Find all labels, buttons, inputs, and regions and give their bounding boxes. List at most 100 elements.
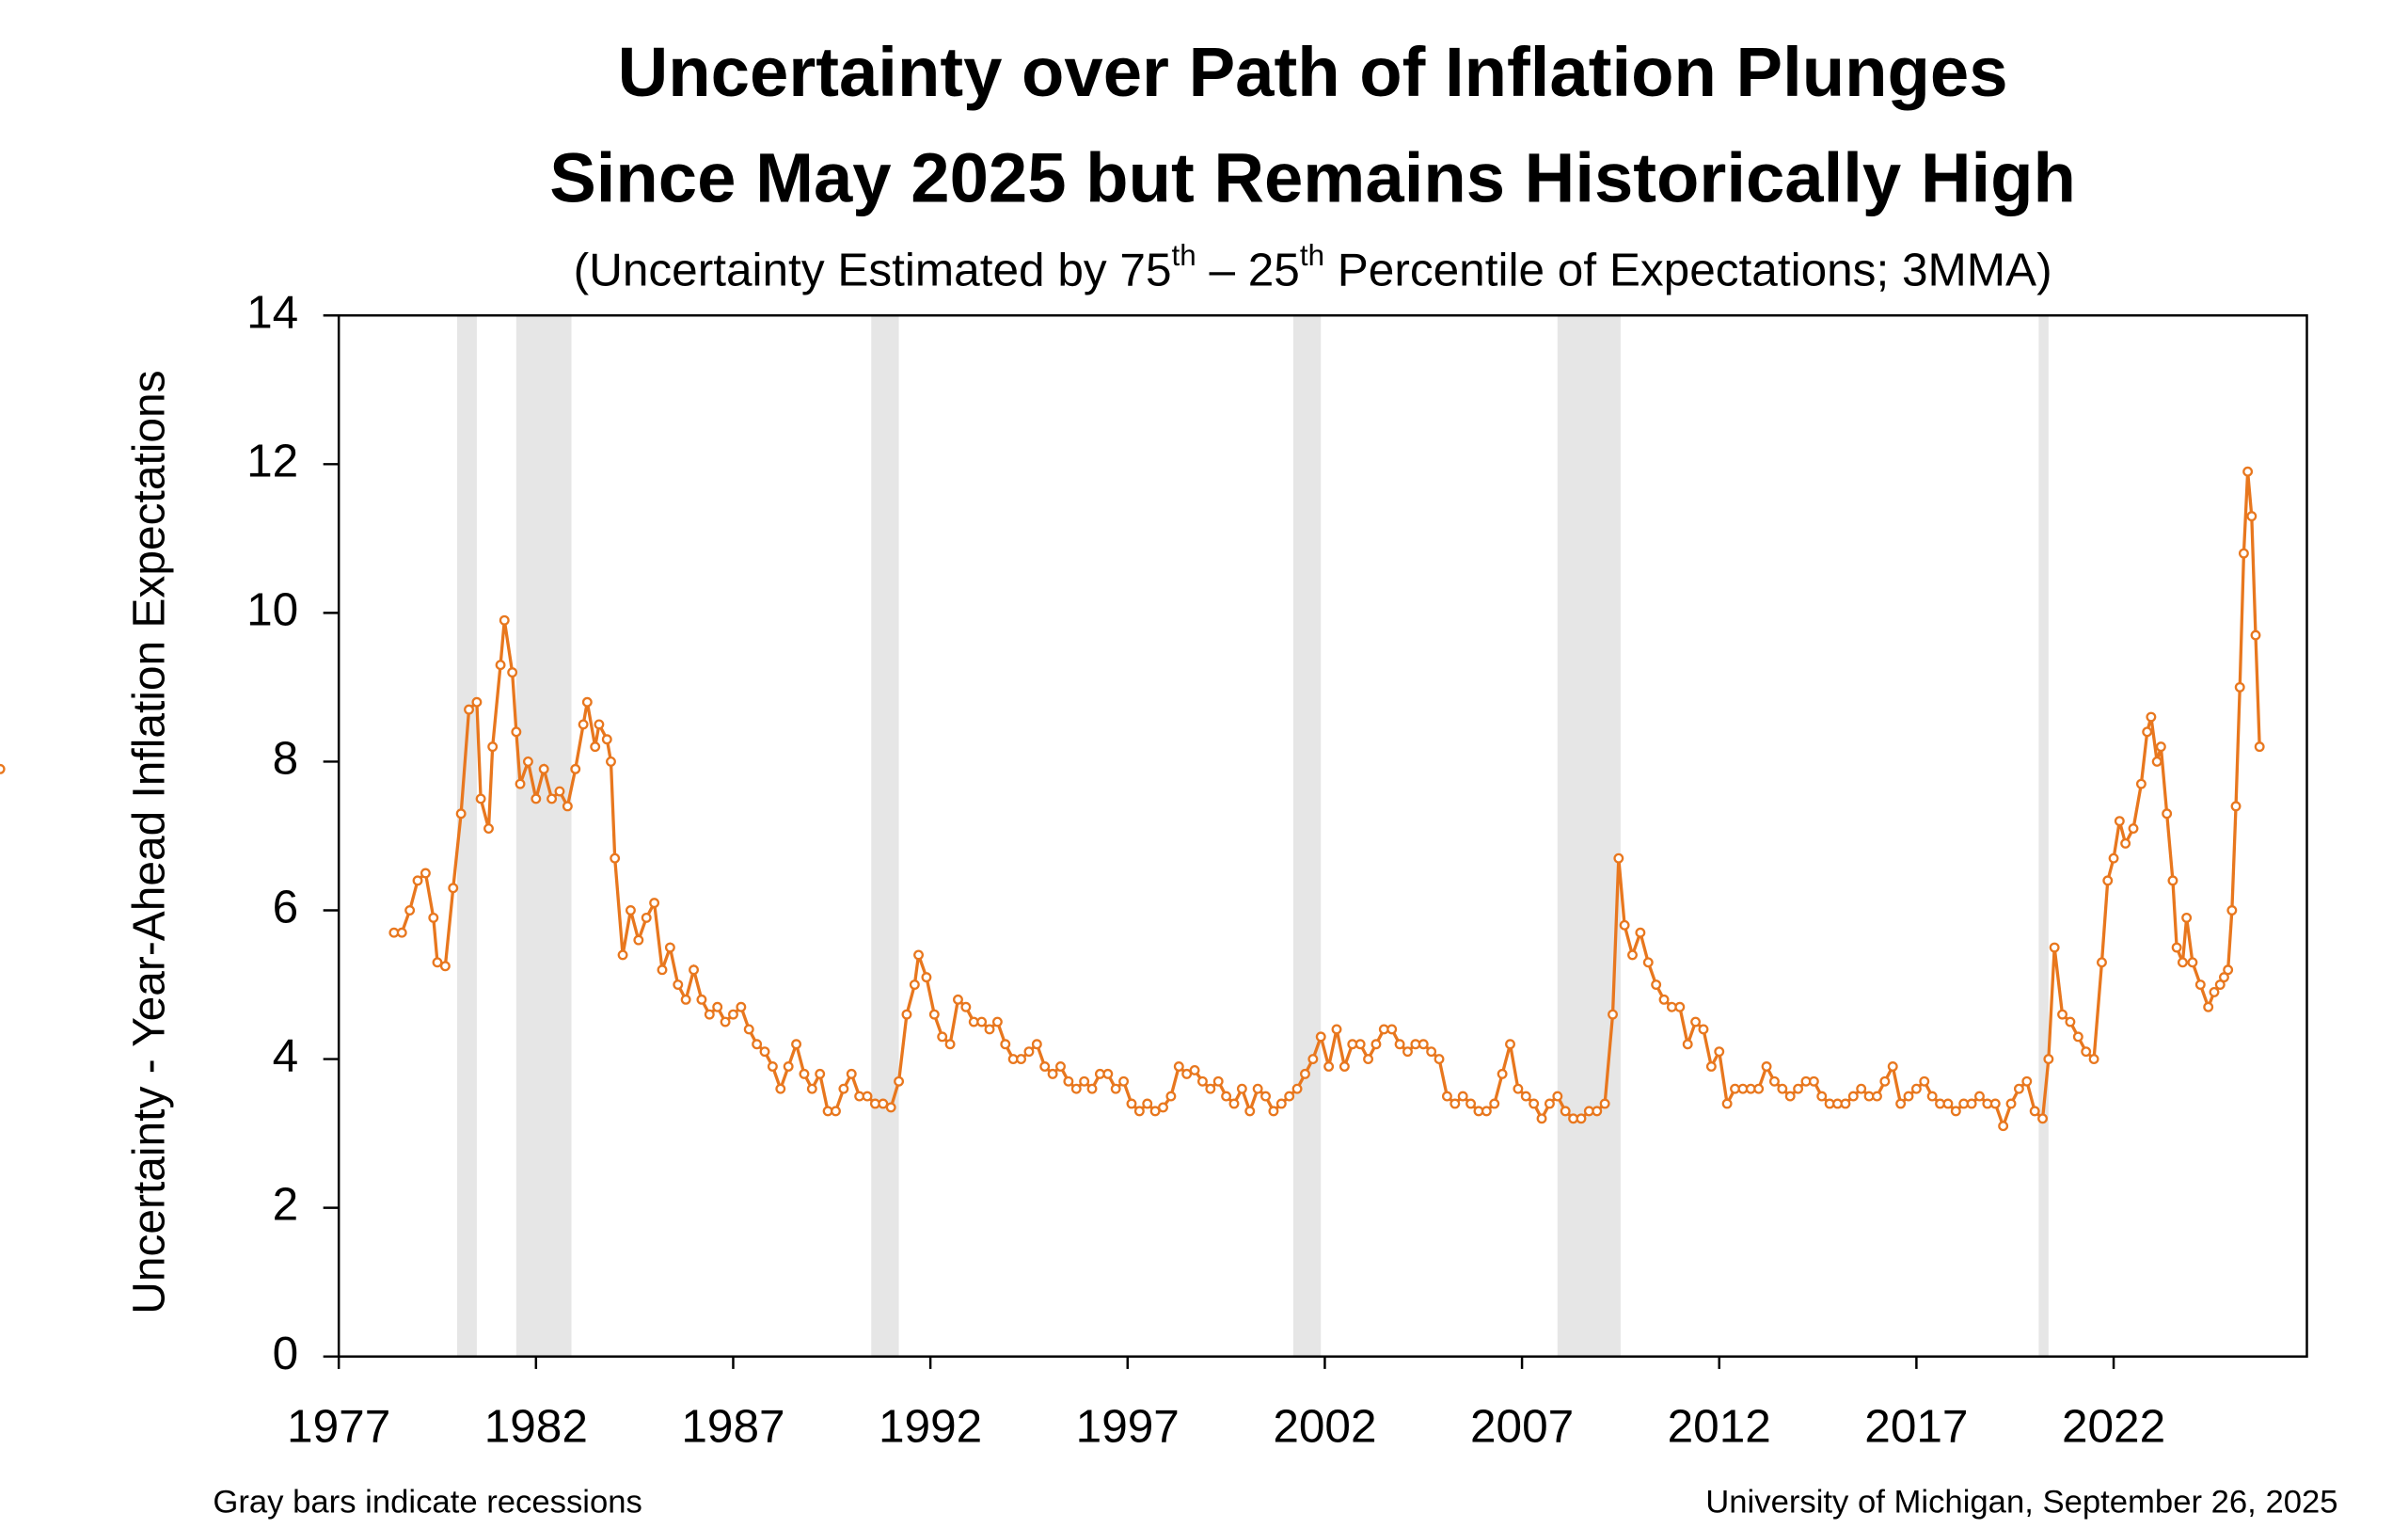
data-point xyxy=(1651,980,1662,990)
data-point xyxy=(2194,980,2206,990)
data-point xyxy=(1291,1083,1303,1094)
data-point xyxy=(1260,1091,1271,1102)
data-point xyxy=(1118,1075,1130,1087)
data-point xyxy=(495,660,506,671)
data-point xyxy=(1497,1068,1508,1079)
data-point xyxy=(885,1102,896,1113)
data-point xyxy=(2214,980,2226,990)
data-point xyxy=(799,1068,810,1079)
data-point xyxy=(432,957,443,968)
data-point xyxy=(1339,1061,1350,1072)
data-point xyxy=(1753,1083,1765,1094)
data-point xyxy=(673,980,684,990)
data-point xyxy=(2181,912,2193,923)
x-tick-label: 1987 xyxy=(681,1400,784,1452)
data-point xyxy=(2037,1113,2049,1124)
data-point xyxy=(1457,1091,1468,1102)
data-point xyxy=(1181,1068,1193,1079)
data-point xyxy=(1599,1098,1610,1109)
data-point xyxy=(1856,1083,1867,1094)
recession-bar xyxy=(871,315,899,1357)
data-point xyxy=(1236,1083,1247,1094)
data-point xyxy=(1872,1091,1882,1102)
subtitle-superscript: th xyxy=(1172,239,1196,272)
data-point xyxy=(1465,1098,1477,1109)
data-point xyxy=(1879,1075,1891,1087)
data-point xyxy=(752,1039,763,1050)
data-point xyxy=(610,852,621,864)
data-point xyxy=(1895,1098,1907,1109)
data-point xyxy=(531,793,542,804)
data-point xyxy=(396,927,407,938)
data-point xyxy=(1635,927,1646,938)
data-point xyxy=(625,905,636,916)
data-point xyxy=(1426,1046,1437,1058)
data-point xyxy=(913,949,924,961)
data-point xyxy=(1315,1031,1326,1043)
recession-layer xyxy=(456,315,2049,1357)
data-point xyxy=(984,1024,995,1035)
data-point xyxy=(1047,1068,1058,1079)
data-point xyxy=(1784,1091,1796,1102)
data-point xyxy=(420,868,431,879)
data-point xyxy=(1031,1039,1042,1050)
data-point xyxy=(1363,1054,1374,1065)
data-point xyxy=(2142,726,2153,738)
y-tick-label: 6 xyxy=(273,882,299,933)
data-point xyxy=(1552,1091,1563,1102)
chart-subtitle: (Uncertainty Estimated by 75th – 25th Pe… xyxy=(574,239,2052,295)
x-tick-label: 1992 xyxy=(879,1400,982,1452)
recession-bar xyxy=(1292,315,1322,1357)
data-point xyxy=(1619,919,1630,931)
data-point xyxy=(1133,1106,1145,1117)
data-point xyxy=(1481,1106,1492,1117)
data-point xyxy=(1102,1068,1114,1079)
y-tick-label: 4 xyxy=(273,1030,299,1082)
data-point xyxy=(2128,823,2139,835)
data-point xyxy=(1714,1046,1725,1058)
x-tick-label: 2002 xyxy=(1273,1400,1376,1452)
data-point xyxy=(1268,1106,1279,1117)
data-point xyxy=(1674,1001,1686,1012)
data-point xyxy=(1110,1083,1121,1094)
recession-bar xyxy=(1557,315,1621,1357)
data-point xyxy=(471,696,483,708)
data-point xyxy=(1698,1024,1709,1035)
data-point xyxy=(2146,711,2157,723)
data-point xyxy=(1228,1098,1240,1109)
data-point xyxy=(2167,875,2178,886)
data-point xyxy=(2177,957,2188,968)
data-point xyxy=(2081,1046,2092,1058)
data-point xyxy=(448,883,459,894)
data-point xyxy=(2043,1054,2054,1065)
data-point xyxy=(1926,1091,1938,1102)
data-point xyxy=(1323,1061,1335,1072)
data-point xyxy=(2120,837,2131,849)
data-point xyxy=(2234,681,2245,693)
data-point xyxy=(2246,511,2258,522)
data-point xyxy=(1331,1024,1342,1035)
data-point xyxy=(846,1068,857,1079)
data-point xyxy=(976,1016,988,1027)
data-point xyxy=(1370,1039,1382,1050)
data-point xyxy=(1142,1098,1153,1109)
data-point xyxy=(2057,1009,2067,1020)
data-point xyxy=(921,972,932,983)
data-point xyxy=(2013,1083,2024,1094)
data-point xyxy=(1441,1091,1452,1102)
data-point xyxy=(1529,1098,1540,1109)
data-point xyxy=(1149,1106,1161,1117)
subtitle-part: (Uncertainty Estimated by 75 xyxy=(574,245,1172,296)
data-point xyxy=(1450,1098,1461,1109)
data-point xyxy=(1998,1121,2009,1132)
data-point xyxy=(862,1091,873,1102)
data-point xyxy=(633,934,644,946)
data-point xyxy=(696,994,707,1005)
data-point xyxy=(1244,1106,1256,1117)
y-tick-label: 12 xyxy=(246,435,298,486)
data-point xyxy=(412,875,423,886)
data-point xyxy=(775,1083,786,1094)
data-point xyxy=(944,1039,956,1050)
data-point xyxy=(507,667,518,678)
